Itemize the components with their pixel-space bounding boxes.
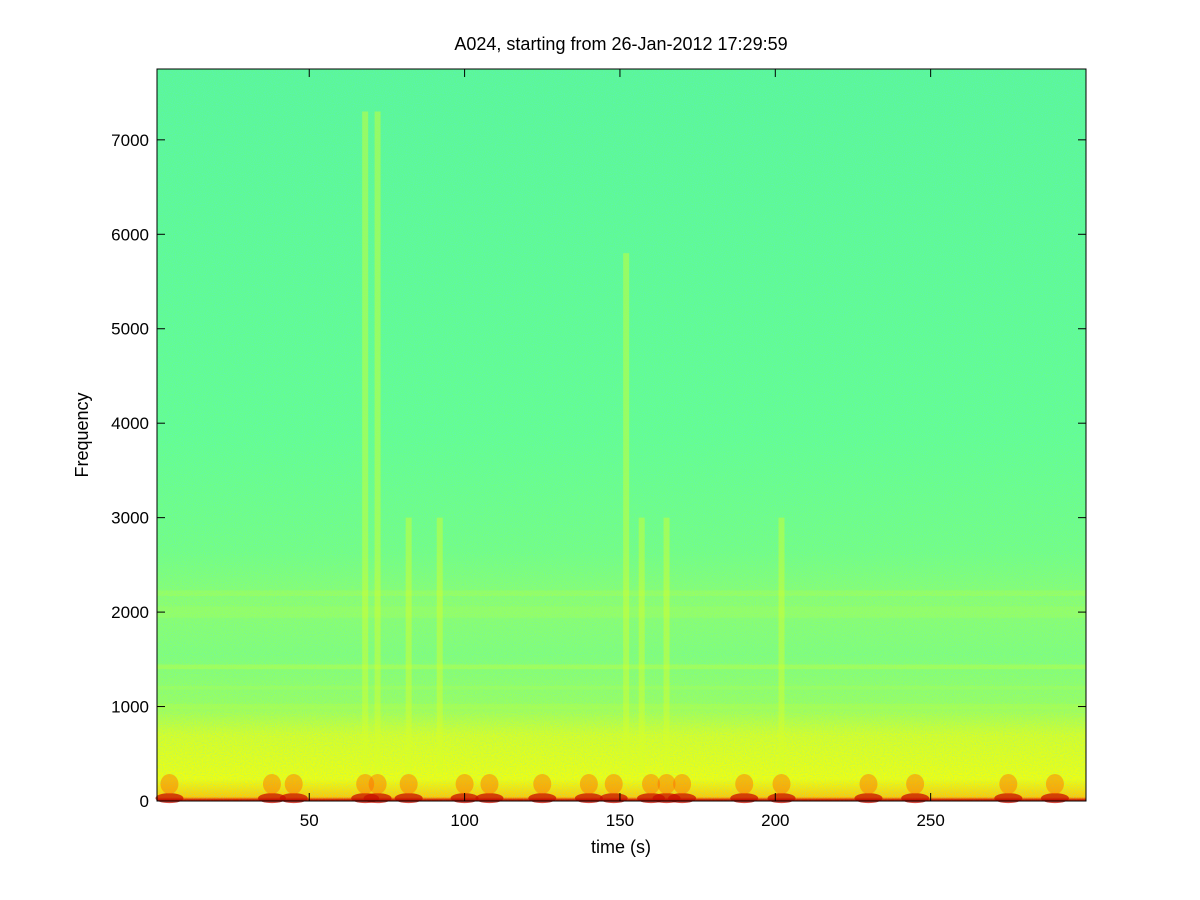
x-tick-label: 100: [450, 811, 478, 830]
spectrogram-noise-texture: [157, 69, 1086, 801]
y-axis-label: Frequency: [72, 392, 92, 477]
broadband-event: [405, 517, 412, 773]
low-frequency-burst-halo: [356, 773, 375, 794]
x-axis-ticks: 50 100 150 200 250: [300, 69, 945, 830]
frequency-band: [157, 606, 1086, 618]
low-frequency-burst-halo: [772, 773, 791, 794]
y-tick-label: 7000: [111, 131, 149, 150]
low-frequency-burst-halo: [579, 773, 598, 794]
y-tick-label: 6000: [111, 225, 149, 244]
broadband-event: [623, 253, 630, 773]
low-frequency-burst: [528, 793, 557, 804]
low-frequency-burst-halo: [859, 773, 878, 794]
low-frequency-burst: [854, 793, 883, 804]
y-tick-label: 0: [140, 792, 149, 811]
low-frequency-burst-halo: [284, 773, 303, 794]
broadband-event: [663, 517, 670, 773]
low-frequency-burst: [363, 793, 392, 804]
low-frequency-burst: [574, 793, 603, 804]
low-frequency-burst-halo: [399, 773, 418, 794]
plot-area: [155, 68, 1087, 804]
low-frequency-burst: [668, 793, 697, 804]
low-frequency-burst: [279, 793, 308, 804]
frequency-band: [157, 664, 1086, 670]
plot-frame: [156, 68, 1087, 802]
low-frequency-burst-halo: [642, 773, 661, 794]
frequency-band: [157, 703, 1086, 710]
broadband-event: [436, 517, 443, 773]
broadband-event: [374, 111, 381, 773]
broadband-event: [778, 517, 785, 773]
low-frequency-burst-halo: [735, 773, 754, 794]
y-tick-label: 4000: [111, 414, 149, 433]
y-tick-label: 1000: [111, 698, 149, 717]
low-frequency-burst-halo: [533, 773, 552, 794]
low-frequency-burst: [994, 793, 1023, 804]
x-axis-label: time (s): [591, 837, 651, 857]
low-frequency-burst-halo: [906, 773, 925, 794]
y-tick-label: 5000: [111, 320, 149, 339]
low-frequency-burst: [730, 793, 759, 804]
x-tick-label: 150: [606, 811, 634, 830]
low-frequency-burst-halo: [657, 773, 676, 794]
low-frequency-burst: [901, 793, 930, 804]
spectrogram-marks: [155, 111, 1086, 804]
low-frequency-burst: [155, 793, 184, 804]
low-frequency-burst: [394, 793, 423, 804]
low-frequency-burst-halo: [999, 773, 1018, 794]
y-tick-label: 2000: [111, 603, 149, 622]
frequency-band: [157, 590, 1086, 597]
low-frequency-burst: [767, 793, 796, 804]
low-frequency-burst-halo: [673, 773, 692, 794]
broadband-event: [638, 517, 645, 773]
low-frequency-burst: [599, 793, 628, 804]
x-tick-label: 200: [761, 811, 789, 830]
low-frequency-burst-halo: [262, 773, 281, 794]
low-frequency-burst: [1040, 793, 1069, 804]
low-frequency-burst-halo: [480, 773, 499, 794]
low-frequency-burst-halo: [160, 773, 179, 794]
y-axis-ticks: 0 1000 2000 3000 4000 5000 6000 7000: [111, 131, 1086, 811]
low-frequency-burst: [475, 793, 504, 804]
x-tick-label: 250: [916, 811, 944, 830]
broadband-event: [362, 111, 369, 773]
low-frequency-burst-halo: [604, 773, 623, 794]
frequency-band: [157, 685, 1086, 690]
x-tick-label: 50: [300, 811, 319, 830]
low-frequency-floor: [157, 798, 1086, 801]
low-frequency-burst-halo: [368, 773, 387, 794]
low-frequency-burst-halo: [455, 773, 474, 794]
low-frequency-burst-halo: [1045, 773, 1064, 794]
y-tick-label: 3000: [111, 509, 149, 528]
chart-title: A024, starting from 26-Jan-2012 17:29:59: [454, 34, 787, 54]
